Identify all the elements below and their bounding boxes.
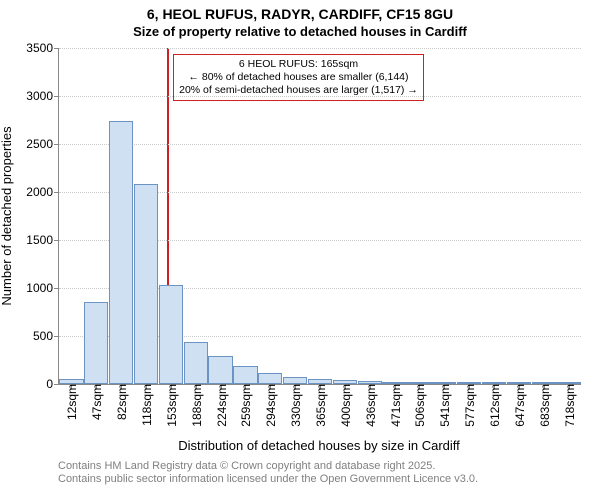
- ytick-label: 1000: [26, 281, 59, 295]
- xtick-label: 330sqm: [287, 384, 303, 427]
- xtick-label: 259sqm: [237, 384, 253, 427]
- histogram-bar: [208, 356, 232, 384]
- gridline: [59, 96, 581, 97]
- histogram-bar: [184, 342, 208, 384]
- chart-container: { "header": { "title": "6, HEOL RUFUS, R…: [0, 0, 600, 500]
- xtick-label: 506sqm: [411, 384, 427, 427]
- gridline: [59, 48, 581, 49]
- xtick-label: 365sqm: [312, 384, 328, 427]
- histogram-bar: [283, 377, 307, 384]
- annotation-box: 6 HEOL RUFUS: 165sqm ← 80% of detached h…: [173, 54, 424, 101]
- ytick-label: 2500: [26, 137, 59, 151]
- xtick-label: 683sqm: [536, 384, 552, 427]
- xtick-label: 118sqm: [138, 384, 154, 426]
- xtick-label: 294sqm: [262, 384, 278, 427]
- ytick-label: 1500: [26, 233, 59, 247]
- chart-subtitle: Size of property relative to detached ho…: [0, 24, 600, 40]
- annotation-line-1: 6 HEOL RUFUS: 165sqm: [179, 58, 418, 71]
- xtick-label: 188sqm: [188, 384, 204, 427]
- ytick-label: 3000: [26, 89, 59, 103]
- footer-line-2: Contains public sector information licen…: [58, 473, 478, 486]
- plot-area: 6 HEOL RUFUS: 165sqm ← 80% of detached h…: [58, 48, 581, 385]
- footer: Contains HM Land Registry data © Crown c…: [58, 460, 478, 486]
- xtick-label: 47sqm: [88, 384, 104, 420]
- histogram-bar: [159, 285, 183, 384]
- ytick-label: 3500: [26, 41, 59, 55]
- x-axis-title: Distribution of detached houses by size …: [178, 438, 460, 453]
- xtick-label: 577sqm: [461, 384, 477, 427]
- xtick-label: 153sqm: [163, 384, 179, 427]
- histogram-bar: [258, 373, 282, 384]
- footer-line-1: Contains HM Land Registry data © Crown c…: [58, 460, 478, 473]
- ytick-label: 2000: [26, 185, 59, 199]
- y-axis-title: Number of detached properties: [0, 126, 14, 305]
- ytick-label: 0: [46, 377, 59, 391]
- ytick-label: 500: [33, 329, 59, 343]
- xtick-label: 718sqm: [561, 384, 577, 427]
- xtick-label: 647sqm: [511, 384, 527, 427]
- xtick-label: 82sqm: [113, 384, 129, 420]
- xtick-label: 612sqm: [486, 384, 502, 427]
- histogram-bar: [84, 302, 108, 384]
- histogram-bar: [134, 184, 158, 384]
- xtick-label: 541sqm: [436, 384, 452, 427]
- histogram-bar: [233, 366, 257, 384]
- xtick-label: 12sqm: [63, 384, 79, 420]
- gridline: [59, 144, 581, 145]
- xtick-label: 436sqm: [362, 384, 378, 427]
- chart-title: 6, HEOL RUFUS, RADYR, CARDIFF, CF15 8GU: [0, 0, 600, 24]
- histogram-bar: [109, 121, 133, 384]
- annotation-line-2: ← 80% of detached houses are smaller (6,…: [179, 71, 418, 84]
- xtick-label: 400sqm: [337, 384, 353, 427]
- xtick-label: 471sqm: [387, 384, 403, 427]
- xtick-label: 224sqm: [213, 384, 229, 427]
